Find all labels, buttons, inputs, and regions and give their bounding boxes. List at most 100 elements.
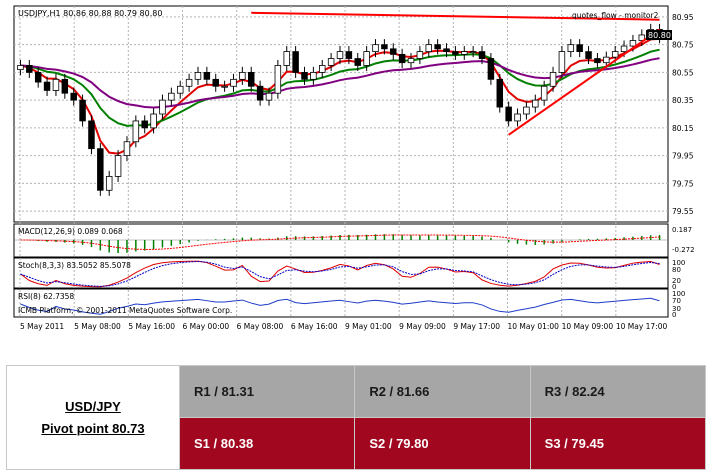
candle	[310, 66, 317, 85]
price-tick: 80.95	[672, 13, 694, 22]
macd-panel	[13, 223, 669, 258]
copyright: ICMB Platform, © 2001-2011 MetaQuotes So…	[18, 306, 232, 315]
candle-body	[141, 120, 148, 129]
price-tick: 79.75	[672, 179, 694, 188]
stoch-label: Stoch(8,3,3) 83.5052 85.5078	[18, 261, 131, 270]
last-price-box	[646, 30, 672, 40]
candle	[52, 73, 60, 96]
macd-tick-top: 0.187	[672, 226, 692, 234]
stoch-tick-100: 100	[672, 259, 685, 267]
candle-body	[407, 58, 415, 64]
price-tick: 80.35	[672, 96, 694, 105]
rsi-panel	[13, 288, 669, 318]
price-tick: 80.75	[672, 41, 694, 50]
candle-body	[523, 106, 530, 115]
candle-body	[496, 78, 504, 108]
candle	[88, 115, 95, 155]
time-tick: 9 May 09:00	[399, 322, 446, 331]
stoch-tick-0: 0	[672, 283, 676, 291]
candle-body	[381, 44, 388, 50]
candle-body	[390, 48, 397, 55]
candle	[469, 46, 477, 58]
candle	[132, 115, 140, 148]
candle	[105, 170, 113, 196]
candle	[576, 39, 583, 58]
candle-body	[345, 51, 353, 59]
candle	[176, 80, 184, 99]
s2-cell: S2 / 79.80	[354, 417, 531, 470]
pivot-point-label: Pivot point 80.73	[41, 420, 145, 436]
rsi-line	[20, 297, 660, 315]
candle-body	[203, 72, 211, 80]
candle-body	[549, 72, 557, 87]
candle	[283, 46, 290, 72]
r2-cell: R2 / 81.66	[354, 365, 531, 418]
candle	[381, 39, 388, 55]
trendlines	[251, 11, 661, 136]
candle	[265, 87, 273, 106]
price-chart: USDJPY,H1 80.86 80.88 80.79 80.80 quotes…	[13, 5, 695, 331]
candle	[549, 66, 557, 92]
candle-body	[327, 58, 335, 66]
candle-body	[469, 51, 477, 53]
candle	[97, 143, 104, 196]
grid	[14, 6, 668, 317]
candle	[638, 29, 646, 47]
rsi-tick-70: 70	[672, 297, 681, 305]
macd-histogram	[14, 234, 668, 253]
stoch-tick-80: 80	[672, 266, 681, 274]
candle-body	[363, 51, 370, 66]
candle	[194, 66, 202, 85]
candle-body	[416, 51, 424, 59]
candle-body	[132, 120, 140, 143]
candle-body	[576, 44, 583, 53]
time-tick: 5 May 08:00	[74, 322, 121, 331]
candle-body	[256, 85, 264, 101]
candle-body	[354, 58, 361, 66]
time-tick: 6 May 00:00	[183, 322, 230, 331]
candle	[327, 52, 335, 72]
candle-body	[603, 56, 610, 64]
macd-tick-bottom: -0.272	[672, 246, 695, 254]
candle	[585, 46, 592, 65]
candle	[168, 87, 175, 106]
candle	[523, 101, 530, 120]
candle	[558, 46, 566, 78]
price-tick: 80.55	[672, 68, 694, 77]
candle-body	[594, 58, 601, 64]
candle-body	[478, 51, 486, 59]
candle	[514, 108, 521, 127]
candle	[434, 39, 441, 55]
candle	[319, 59, 326, 78]
candle-body	[301, 72, 308, 80]
price-tick: 80.15	[672, 124, 694, 133]
candle-body	[159, 99, 166, 115]
candle	[150, 108, 157, 134]
candle-body	[88, 120, 95, 150]
candle	[540, 80, 548, 106]
candle	[230, 73, 237, 92]
candle	[61, 73, 69, 99]
candle-body	[585, 51, 592, 59]
candle-body	[336, 51, 344, 59]
candle-body	[292, 51, 299, 73]
candle-body	[452, 51, 459, 55]
indicator-name: quotes_flow - monitor2	[572, 11, 659, 20]
price-tick: 79.95	[672, 152, 694, 161]
candle	[478, 46, 486, 65]
candle-body	[283, 51, 290, 66]
candle-body	[265, 92, 273, 101]
candle-body	[105, 175, 113, 191]
candle	[123, 136, 131, 162]
candle-body	[461, 51, 468, 55]
candle-body	[558, 51, 566, 73]
time-tick: 10 May 09:00	[562, 322, 614, 331]
time-tick: 9 May 17:00	[453, 322, 500, 331]
candle	[345, 46, 353, 65]
candle-body	[611, 51, 619, 58]
rsi-tick-0: 0	[672, 311, 676, 319]
time-axis: 5 May 2011 5 May 08:00 5 May 16:00 6 May 00…	[20, 322, 667, 331]
candle-body	[97, 148, 104, 191]
candle-body	[505, 106, 512, 122]
candle	[159, 94, 166, 120]
